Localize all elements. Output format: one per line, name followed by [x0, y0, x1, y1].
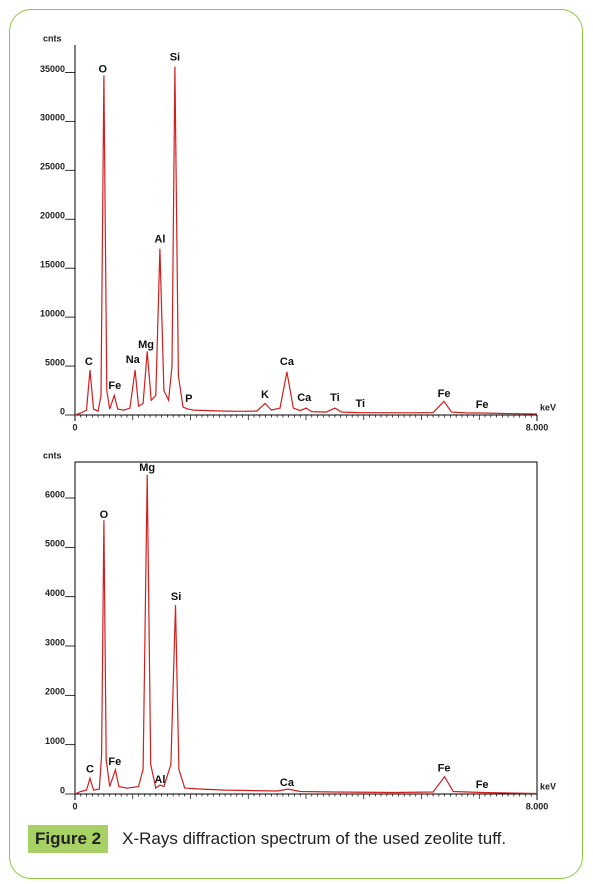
x-tick-label: 8.000 [526, 422, 549, 432]
y-tick-label: 0 [60, 406, 65, 416]
y-tick-label: 3000 [45, 637, 65, 647]
peak-label: Al [154, 774, 165, 786]
peak-label: Ti [355, 398, 365, 410]
caption-text: X-Rays diffraction spectrum of the used … [122, 829, 507, 848]
peak-label: Fe [438, 763, 451, 775]
peak-label: Fe [476, 399, 489, 411]
figure-frame [9, 9, 583, 879]
peak-label: Si [170, 52, 180, 64]
x-axis-label: keV [540, 781, 556, 791]
peak-label: Al [154, 234, 165, 246]
peak-label: Si [171, 591, 181, 603]
y-tick-label: 6000 [45, 489, 65, 499]
peak-label: Na [126, 354, 141, 366]
peak-label: Fe [108, 380, 121, 392]
plot-frame [74, 461, 538, 795]
spectrum-line [74, 474, 538, 795]
peak-label: Ca [280, 356, 295, 368]
peak-label: Ti [330, 392, 340, 404]
y-axis-label: cnts [43, 33, 62, 43]
spectrum-line [74, 66, 538, 416]
x-axis-label: keV [540, 402, 556, 412]
y-axis-label: cnts [43, 450, 62, 460]
peak-label: Mg [139, 462, 155, 474]
peak-label: Ca [297, 392, 312, 404]
peak-label: P [185, 393, 192, 405]
peak-label: C [85, 356, 93, 368]
peak-label: C [86, 764, 94, 776]
y-tick-label: 1000 [45, 736, 65, 746]
peak-label: Mg [138, 339, 154, 351]
caption-label: Figure 2 [28, 825, 109, 853]
caption: Figure 2 X-Rays diffraction spectrum of … [28, 825, 506, 853]
y-tick-label: 5000 [45, 357, 65, 367]
y-tick-label: 5000 [45, 539, 65, 549]
y-tick-label: 30000 [40, 113, 65, 123]
y-tick-label: 35000 [40, 64, 65, 74]
y-tick-label: 2000 [45, 687, 65, 697]
peak-label: Fe [438, 388, 451, 400]
peak-label: O [100, 509, 109, 521]
x-tick-label: 0 [72, 422, 77, 432]
y-tick-label: 15000 [40, 260, 65, 270]
y-tick-label: 0 [60, 785, 65, 795]
y-tick-label: 20000 [40, 211, 65, 221]
peak-label: K [261, 389, 269, 401]
y-tick-label: 10000 [40, 308, 65, 318]
x-tick-label: 8.000 [526, 801, 549, 811]
y-tick-label: 25000 [40, 162, 65, 172]
x-tick-label: 0 [72, 801, 77, 811]
peak-label: O [98, 63, 107, 75]
peak-label: Fe [108, 756, 121, 768]
peak-label: Ca [280, 777, 295, 789]
peak-label: Fe [476, 779, 489, 791]
y-tick-label: 4000 [45, 588, 65, 598]
